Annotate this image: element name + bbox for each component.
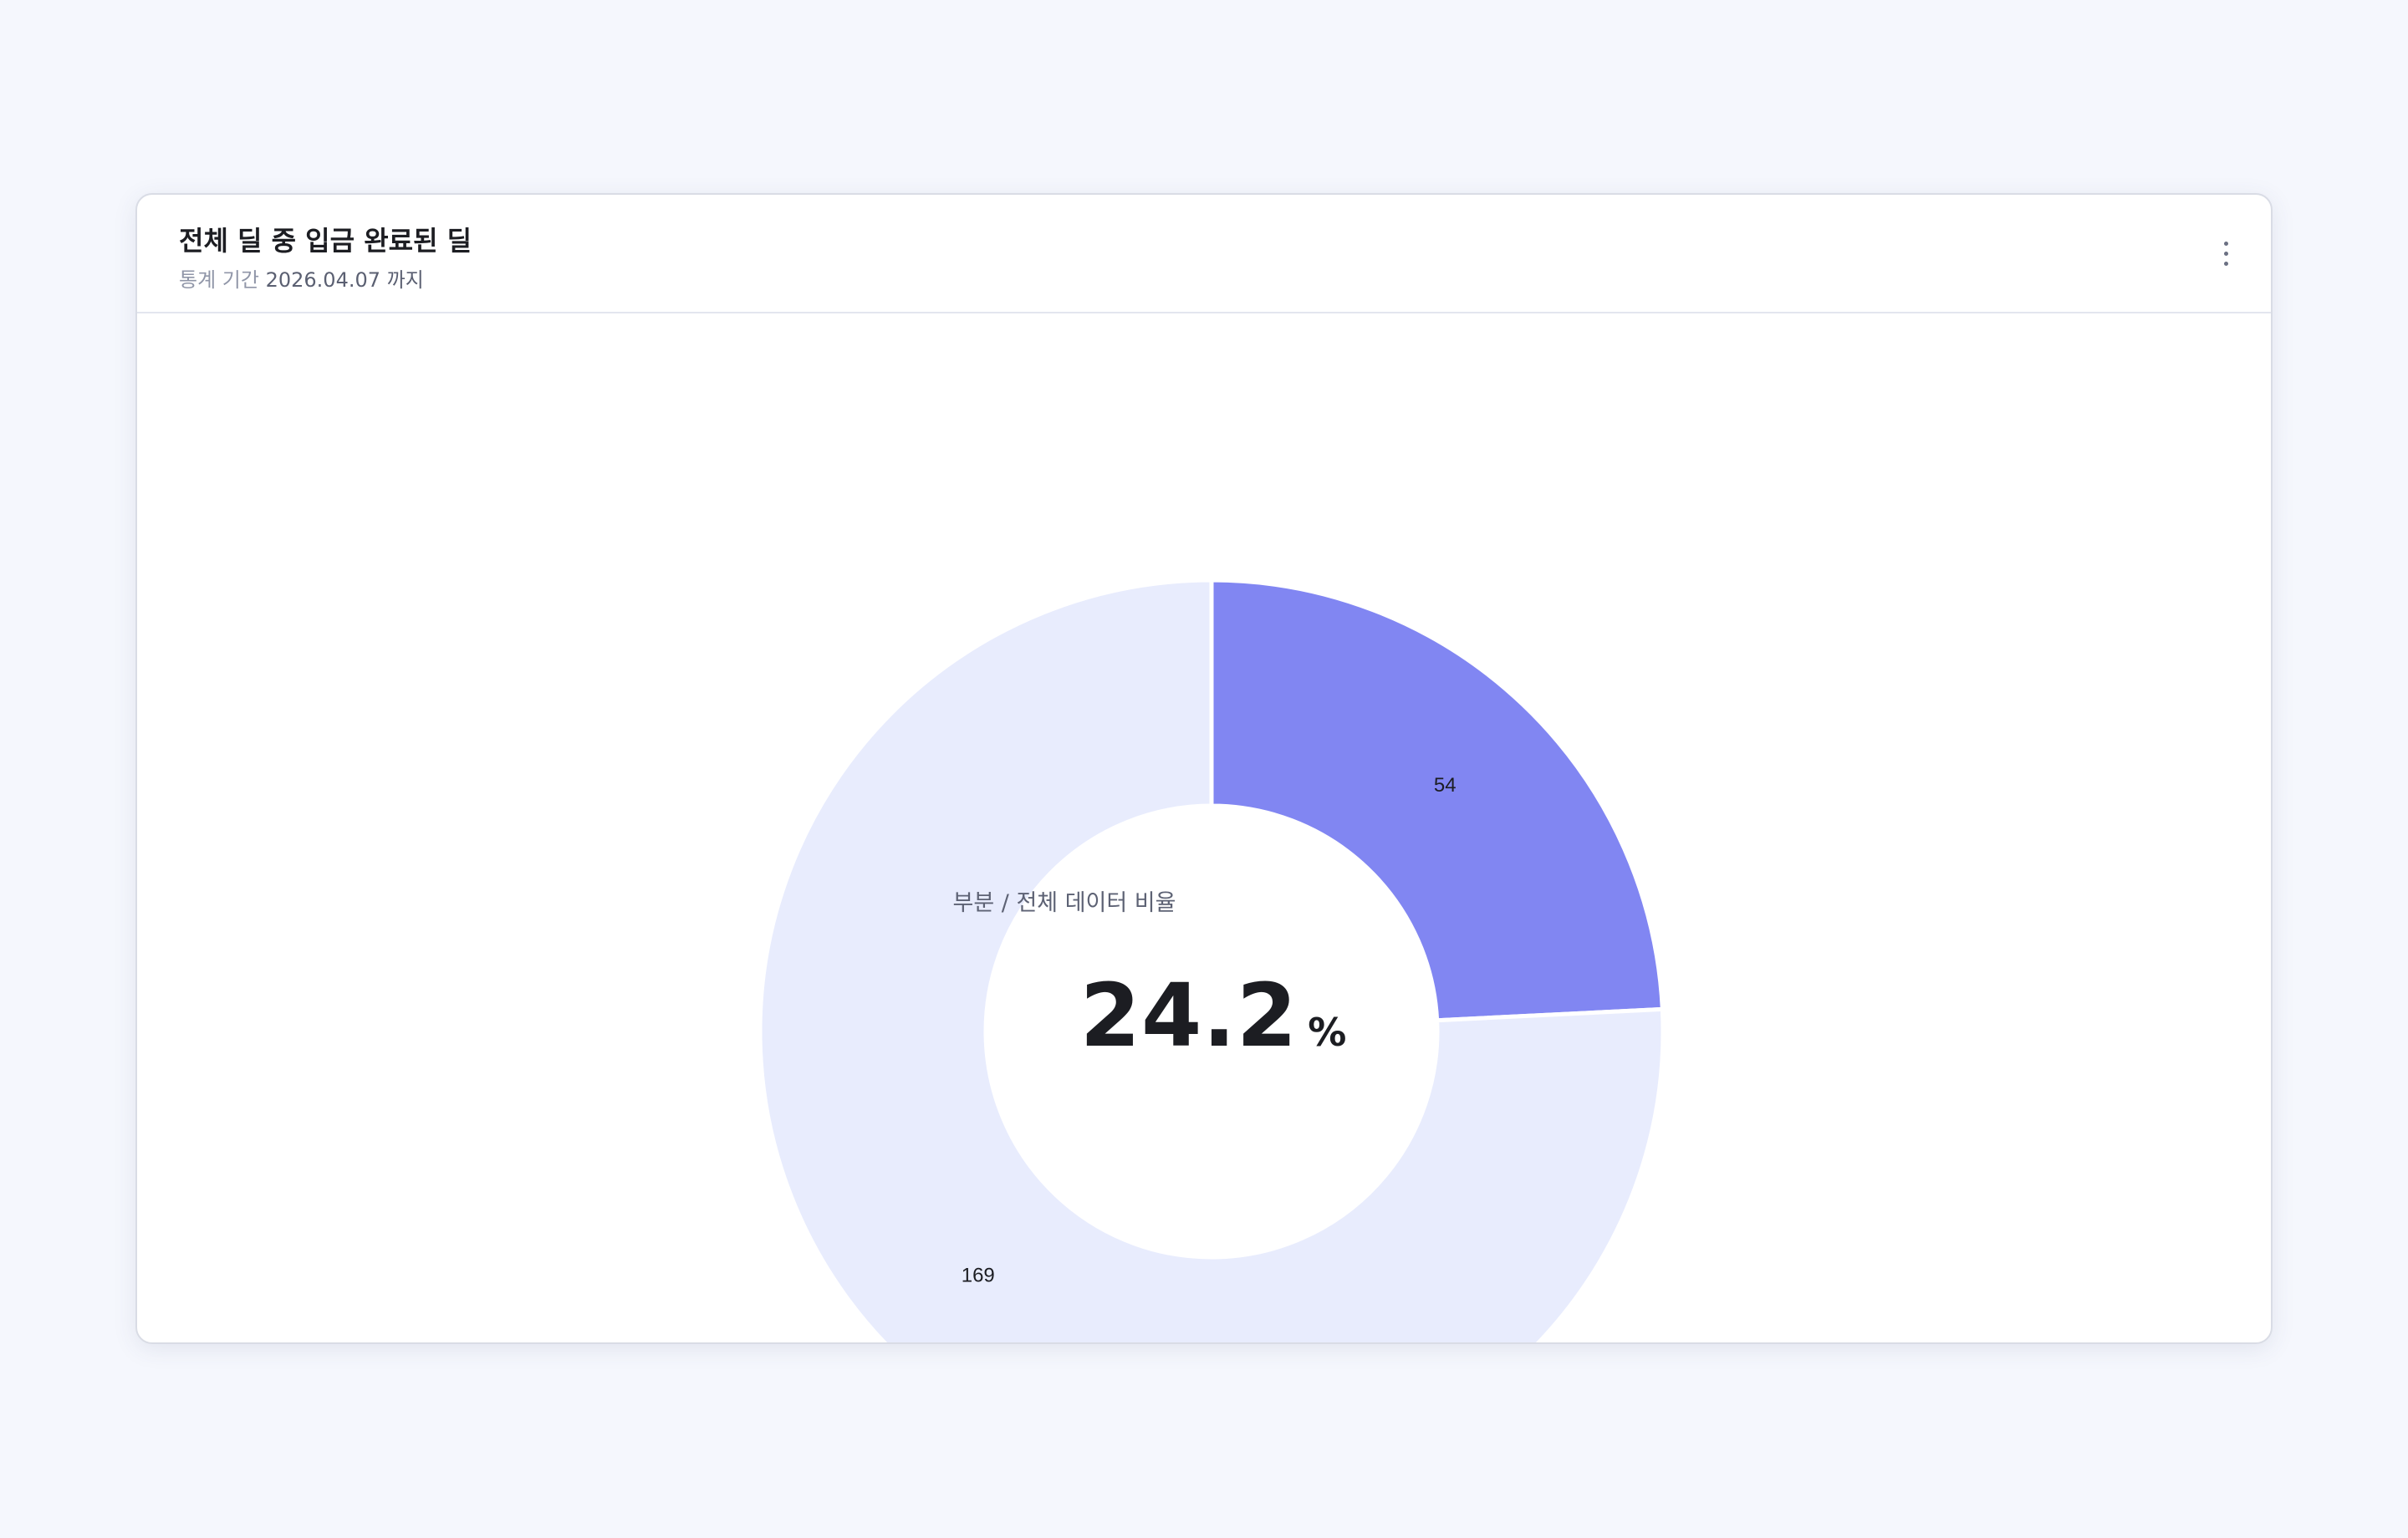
more-vertical-icon-dot [2223, 251, 2228, 256]
card-subtitle: 통계 기간 2026.04.07 까지 [179, 263, 424, 293]
chart-area: 54 169 부분 / 전체 데이터 비율 24.2% [137, 313, 2271, 1344]
more-vertical-icon [2223, 241, 2228, 246]
center-unit: % [1308, 1010, 1347, 1055]
slice-data-label-1: 169 [962, 1265, 995, 1287]
more-options-button[interactable] [2207, 227, 2244, 280]
donut-chart: 54 169 [758, 578, 1666, 1344]
center-label: 부분 / 전체 데이터 비율 [952, 890, 1176, 916]
chart-card: 전체 딜 중 입금 완료된 딜 통계 기간 2026.04.07 까지 54 16… [135, 193, 2273, 1344]
period-value: 2026.04.07 까지 [265, 268, 424, 292]
period-label: 통계 기간 [179, 268, 259, 292]
card-title: 전체 딜 중 입금 완료된 딜 [179, 225, 472, 257]
slice-data-label-0: 54 [1434, 774, 1457, 797]
donut-slice-0[interactable] [1209, 578, 1665, 1023]
donut-slice-1[interactable] [758, 578, 1666, 1344]
more-vertical-icon-dot [2223, 261, 2228, 266]
center-value: 24.2 [1079, 965, 1298, 1067]
center-percentage: 24.2% [1080, 965, 1347, 1067]
card-header: 전체 딜 중 입금 완료된 딜 통계 기간 2026.04.07 까지 [137, 195, 2271, 313]
